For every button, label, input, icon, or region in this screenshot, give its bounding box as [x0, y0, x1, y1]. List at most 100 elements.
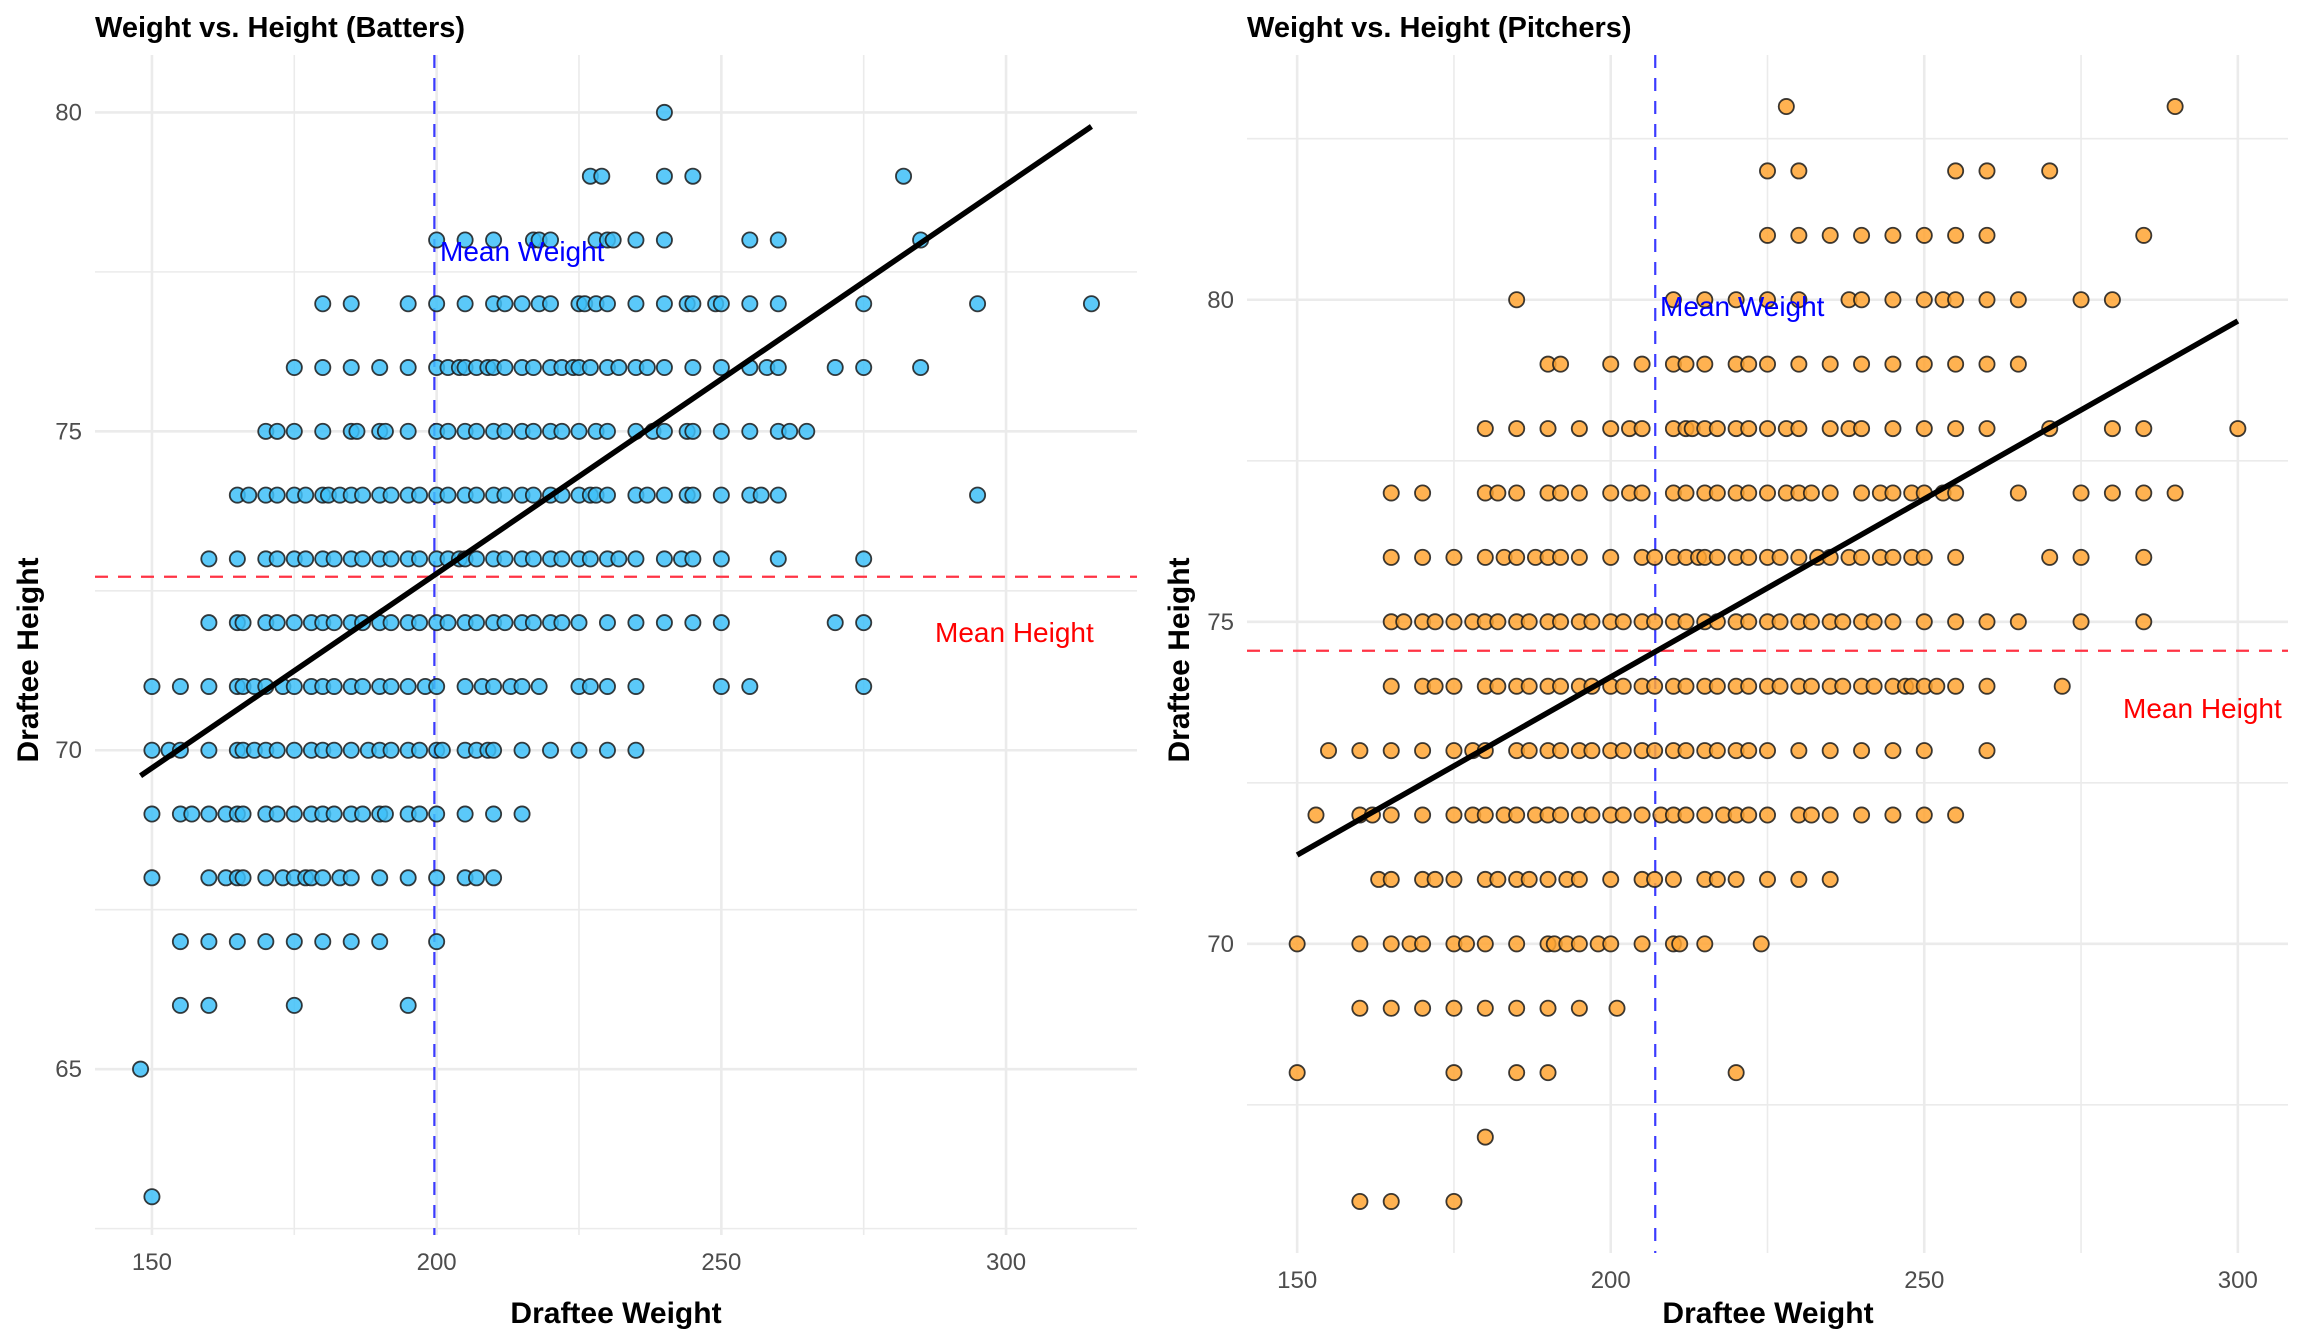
pitchers-data-point	[2041, 548, 2059, 566]
pitchers-data-point	[1821, 355, 1839, 373]
batters-data-point	[467, 422, 485, 440]
pitchers-data-point	[1915, 742, 1933, 760]
pitchers-data-point	[1508, 484, 1526, 502]
batters-data-point	[684, 614, 702, 632]
pitchers-data-point	[1508, 420, 1526, 438]
pitchers-data-point	[1727, 291, 1745, 309]
batters-data-point	[752, 486, 770, 504]
batters-data-point	[553, 550, 571, 568]
pitchers-y-tick-label: 70	[1207, 931, 1234, 958]
batters-y-tick-label: 65	[55, 1056, 82, 1083]
pitchers-data-point	[1740, 742, 1758, 760]
batters-data-point	[143, 677, 161, 695]
pitchers-data-point	[1539, 1064, 1557, 1082]
pitchers-data-point	[1802, 484, 1820, 502]
batters-data-point	[411, 614, 429, 632]
batters-data-point	[171, 677, 189, 695]
pitchers-data-point	[1539, 420, 1557, 438]
pitchers-data-point	[2009, 355, 2027, 373]
batters-data-point	[655, 422, 673, 440]
batters-data-point	[376, 805, 394, 823]
batters-data-point	[285, 422, 303, 440]
pitchers-data-point	[1445, 870, 1463, 888]
pitchers-data-point	[1759, 162, 1777, 180]
batters-data-point	[399, 359, 417, 377]
batters-data-point	[285, 614, 303, 632]
pitchers-data-point	[1351, 742, 1369, 760]
batters-data-point	[570, 614, 588, 632]
pitchers-data-point	[1915, 613, 1933, 631]
batters-data-point	[741, 422, 759, 440]
pitchers-data-point	[1445, 1064, 1463, 1082]
pitchers-data-point	[1602, 548, 1620, 566]
pitchers-labels: 150 200 250 300 70 75 80	[1207, 287, 2258, 1294]
batters-mean-weight-label: Mean Weight	[440, 236, 605, 267]
pitchers-data-point	[1708, 677, 1726, 695]
batters-data-point	[456, 677, 474, 695]
batters-data-point	[781, 422, 799, 440]
pitchers-data-point	[1759, 870, 1777, 888]
pitchers-data-point	[1445, 806, 1463, 824]
pitchers-data-point	[1947, 355, 1965, 373]
pitchers-data-point	[1633, 806, 1651, 824]
batters-data-point	[581, 359, 599, 377]
pitchers-data-point	[1853, 548, 1871, 566]
batters-data-point	[826, 359, 844, 377]
batters-data-point	[684, 295, 702, 313]
pitchers-data-point	[1853, 484, 1871, 502]
pitchers-data-point	[1978, 291, 1996, 309]
batters-data-point	[257, 933, 275, 951]
batters-data-point	[496, 295, 514, 313]
pitchers-mean-height-label: Mean Height	[2123, 693, 2282, 724]
pitchers-data-point	[1664, 870, 1682, 888]
pitchers-data-point	[1646, 613, 1664, 631]
pitchers-data-point	[1583, 613, 1601, 631]
batters-data-point	[627, 295, 645, 313]
pitchers-data-point	[1696, 935, 1714, 953]
batters-data-point	[530, 677, 548, 695]
batters-data-point	[354, 805, 372, 823]
pitchers-data-point	[1426, 613, 1444, 631]
batters-data-point	[485, 741, 503, 759]
pitchers-data-point	[1915, 355, 1933, 373]
batters-data-point	[399, 422, 417, 440]
batters-data-point	[769, 231, 787, 249]
batters-data-point	[655, 231, 673, 249]
pitchers-data-point	[2103, 484, 2121, 502]
pitchers-data-point	[1602, 420, 1620, 438]
pitchers-data-point	[1884, 226, 1902, 244]
batters-data-point	[399, 677, 417, 695]
batters-data-point	[496, 550, 514, 568]
pitchers-x-tick-label: 200	[1591, 1267, 1631, 1294]
pitchers-data-point	[1677, 742, 1695, 760]
batters-data-point	[513, 677, 531, 695]
batters-data-point	[200, 933, 218, 951]
pitchers-data-point	[1489, 613, 1507, 631]
pitchers-data-point	[1320, 742, 1338, 760]
batters-data-point	[570, 422, 588, 440]
batters-data-point	[411, 486, 429, 504]
pitchers-data-point	[1727, 1064, 1745, 1082]
batters-data-point	[627, 741, 645, 759]
batters-data-point	[598, 741, 616, 759]
batters-data-point	[553, 614, 571, 632]
pitchers-data-point	[1790, 870, 1808, 888]
pitchers-data-point	[1520, 613, 1538, 631]
batters-data-point	[912, 359, 930, 377]
pitchers-data-point	[2135, 226, 2153, 244]
pitchers-data-point	[1646, 548, 1664, 566]
batters-data-point	[342, 295, 360, 313]
batters-panel: 150 200 250 300 65 70 75 80 Weight vs. Height (…	[12, 12, 1137, 1330]
batters-data-point	[638, 359, 656, 377]
batters-data-point	[712, 359, 730, 377]
batters-data-point	[268, 805, 286, 823]
pitchers-data-point	[1884, 420, 1902, 438]
pitchers-data-point	[1677, 355, 1695, 373]
pitchers-data-point	[1727, 870, 1745, 888]
pitchers-data-point	[1677, 677, 1695, 695]
pitchers-data-point	[1414, 484, 1432, 502]
batters-data-point	[485, 677, 503, 695]
batters-data-point	[382, 614, 400, 632]
batters-data-point	[467, 614, 485, 632]
batters-data-point	[376, 422, 394, 440]
